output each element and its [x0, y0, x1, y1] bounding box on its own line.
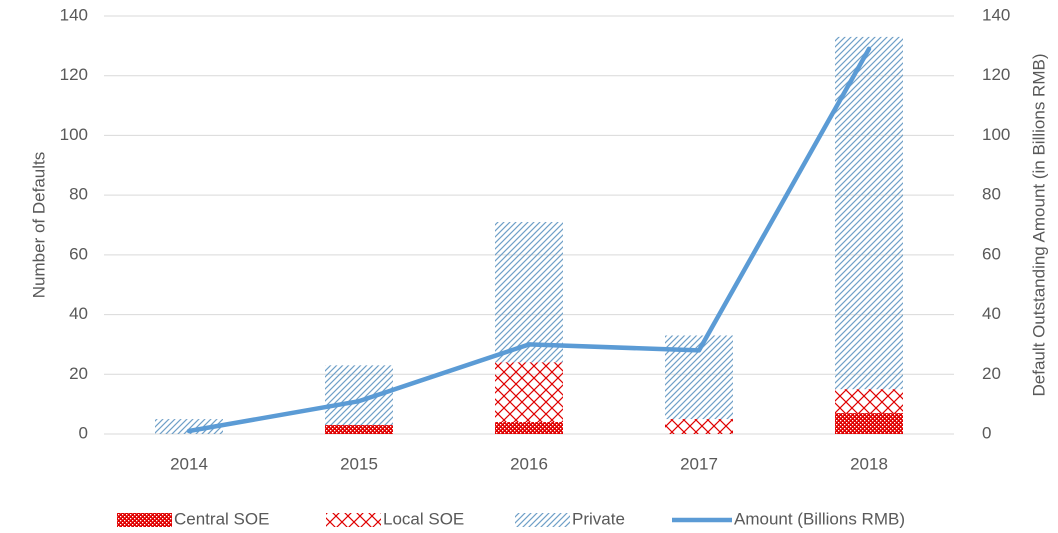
bar-segment [495, 362, 563, 423]
y2-tick-label: 60 [982, 244, 1001, 263]
y-tick-label: 80 [69, 185, 88, 204]
legend-label: Central SOE [174, 509, 269, 528]
bar-segment [495, 422, 563, 434]
y-tick-label: 100 [60, 125, 88, 144]
y2-tick-label: 140 [982, 5, 1010, 24]
legend-swatch [326, 513, 381, 527]
x-tick-label: 2016 [510, 454, 548, 473]
x-tick-label: 2014 [170, 454, 208, 473]
y-tick-label: 40 [69, 304, 88, 323]
y-tick-label: 120 [60, 65, 88, 84]
x-tick-label: 2017 [680, 454, 718, 473]
x-tick-label: 2015 [340, 454, 378, 473]
bar-segment [665, 419, 733, 434]
line-series [186, 46, 872, 434]
y-tick-label: 20 [69, 364, 88, 383]
y-tick-label: 60 [69, 244, 88, 263]
y2-axis-title: Default Outstanding Amount (in Billions … [1029, 54, 1048, 397]
legend-swatch [515, 513, 570, 527]
y-axis-title: Number of Defaults [29, 152, 48, 298]
bar-segment [835, 413, 903, 434]
legend-label: Private [572, 509, 625, 528]
bar-segment [835, 36, 903, 390]
bar-segment [835, 389, 903, 414]
y2-tick-label: 120 [982, 65, 1010, 84]
legend-label: Local SOE [383, 509, 464, 528]
y2-tick-label: 0 [982, 423, 991, 442]
legend-swatch [117, 513, 172, 527]
bar-segment [495, 222, 563, 363]
y2-tick-label: 20 [982, 364, 1001, 383]
y-tick-label: 0 [79, 423, 88, 442]
y-tick-label: 140 [60, 5, 88, 24]
x-tick-label: 2018 [850, 454, 888, 473]
y2-tick-label: 100 [982, 125, 1010, 144]
y2-tick-label: 40 [982, 304, 1001, 323]
legend-label: Amount (Billions RMB) [734, 509, 905, 528]
bar-segment [325, 425, 393, 434]
y2-tick-label: 80 [982, 185, 1001, 204]
